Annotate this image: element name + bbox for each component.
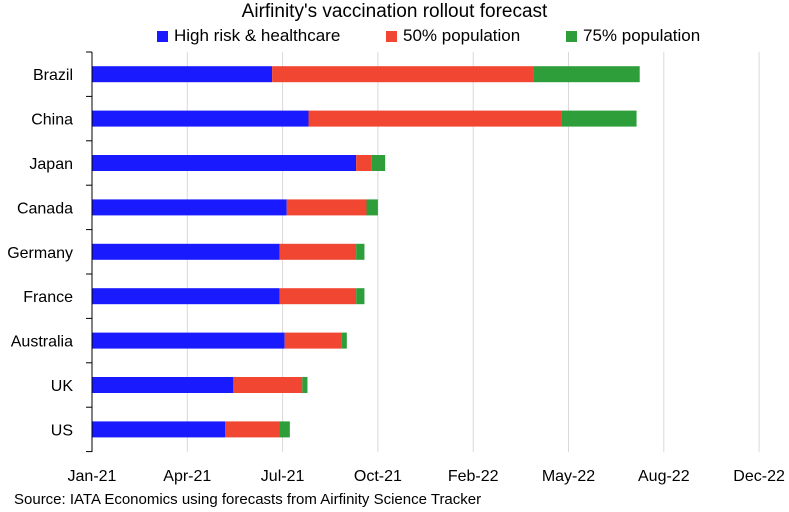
bar-australia-high-risk-healthcare	[92, 332, 285, 349]
bar-us-high-risk-healthcare	[92, 421, 226, 438]
legend-swatch-50-percent	[386, 31, 397, 42]
bar-brazil-high-risk-healthcare	[92, 66, 273, 83]
bar-japan-high-risk-healthcare	[92, 155, 357, 171]
bar-france-high-risk-healthcare	[92, 288, 280, 305]
bar-canada-75-population	[366, 199, 378, 216]
bar-france-50-population	[279, 288, 357, 305]
bar-japan-50-population	[356, 155, 372, 171]
legend-swatch-high-risk	[157, 31, 168, 42]
bar-brazil-75-population	[533, 66, 640, 83]
x-tick-label-jul-21: Jul-21	[261, 468, 305, 485]
chart-title: Airfinity's vaccination rollout forecast	[241, 1, 548, 22]
category-label-us: US	[51, 422, 73, 439]
x-tick-label-jan-21: Jan-21	[68, 468, 117, 485]
source-note: Source: IATA Economics using forecasts f…	[14, 491, 482, 508]
legend-item-50-percent: 50% population	[386, 25, 520, 47]
bar-uk-75-population	[302, 377, 308, 393]
x-tick-label-apr-21: Apr-21	[163, 468, 211, 485]
legend: High risk & healthcare 50% population 75…	[0, 25, 789, 47]
bar-china-75-population	[561, 110, 637, 127]
bar-australia-50-population	[284, 332, 342, 349]
category-label-france: France	[23, 289, 73, 306]
bar-germany-50-population	[279, 243, 357, 260]
x-tick-label-oct-21: Oct-21	[354, 468, 402, 485]
x-tick-label-dec-22: Dec-22	[733, 468, 785, 485]
bar-brazil-50-population	[272, 66, 534, 83]
x-tick-label-feb-22: Feb-22	[448, 468, 499, 485]
category-label-australia: Australia	[11, 334, 73, 351]
category-label-brazil: Brazil	[33, 67, 73, 84]
category-label-uk: UK	[51, 378, 74, 395]
bar-canada-50-population	[286, 199, 367, 216]
category-label-canada: Canada	[17, 200, 73, 217]
bar-canada-high-risk-healthcare	[92, 199, 287, 216]
category-label-china: China	[31, 112, 73, 129]
legend-item-high-risk: High risk & healthcare	[157, 25, 340, 47]
bar-china-high-risk-healthcare	[92, 110, 309, 127]
bar-australia-75-population	[341, 332, 347, 349]
bar-china-50-population	[308, 110, 562, 127]
legend-label-high-risk: High risk & healthcare	[174, 26, 341, 45]
bar-us-50-population	[225, 421, 280, 438]
bar-us-75-population	[279, 421, 290, 438]
bar-france-75-population	[356, 288, 365, 305]
bar-uk-high-risk-healthcare	[92, 377, 234, 393]
bar-germany-75-population	[356, 243, 365, 260]
legend-label-75-percent: 75% population	[583, 26, 701, 45]
legend-item-75-percent: 75% population	[566, 25, 700, 47]
legend-swatch-75-percent	[566, 31, 577, 42]
x-tick-label-aug-22: Aug-22	[638, 468, 690, 485]
bar-uk-50-population	[233, 377, 303, 393]
category-label-japan: Japan	[29, 156, 73, 173]
bar-japan-75-population	[371, 155, 386, 171]
category-label-germany: Germany	[7, 245, 73, 262]
bar-germany-high-risk-healthcare	[92, 243, 280, 260]
legend-label-50-percent: 50% population	[403, 26, 521, 45]
x-tick-label-may-22: May-22	[542, 468, 595, 485]
